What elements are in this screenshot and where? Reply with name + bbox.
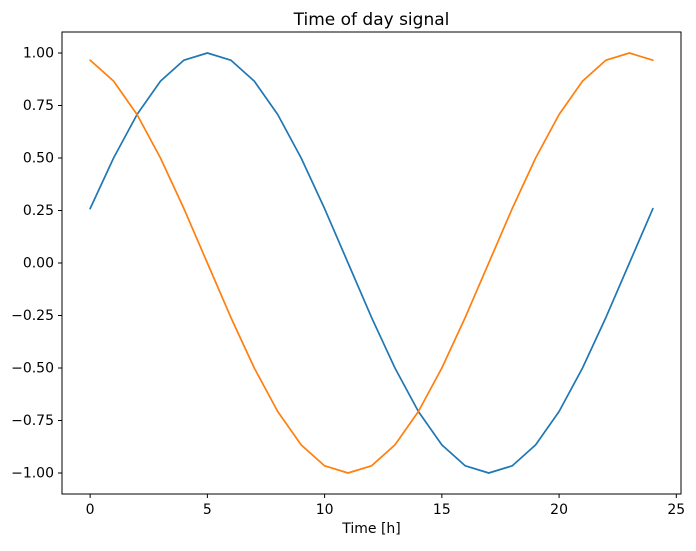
y-tick-label: 0.25 [23,203,54,219]
y-tick-label: 0.75 [23,98,54,114]
y-tick-label: −0.75 [11,413,54,429]
chart-title: Time of day signal [293,10,450,30]
x-tick-label: 10 [316,502,334,518]
y-tick-label: −0.25 [11,308,54,324]
series-group [89,52,654,474]
x-tick-label: 25 [667,502,685,518]
plot-area [62,32,681,494]
y-tick-label: −0.50 [11,361,54,377]
x-tick-label: 15 [433,502,451,518]
series-line-cos-signal [89,52,654,474]
ticks-group: 0 5 10 15 20 25 −1.00 −0.75 −0.50 −0.25 0.00 0.25 0.… [11,46,685,519]
y-tick-label: 1.00 [23,46,54,62]
x-tick-label: 0 [86,502,95,518]
x-tick-label: 5 [203,502,212,518]
y-tick-label: 0.50 [23,151,54,167]
series-line-sin-signal [89,52,654,474]
x-axis-label: Time [h] [341,521,401,537]
x-tick-label: 20 [550,502,568,518]
y-tick-label: 0.00 [23,256,54,272]
y-tick-label: −1.00 [11,466,54,482]
